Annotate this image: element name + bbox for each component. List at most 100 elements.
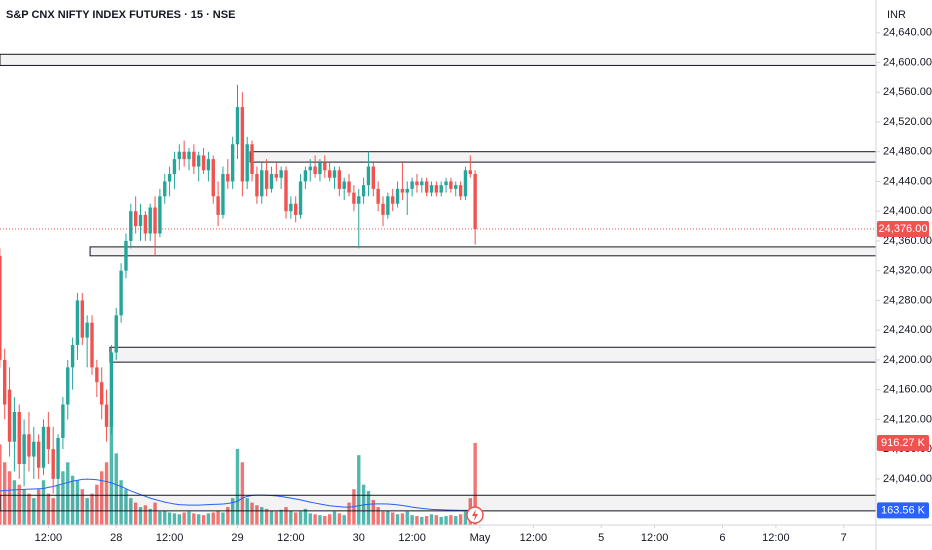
volume-bar bbox=[308, 513, 312, 525]
zone bbox=[0, 494, 876, 512]
candle-body bbox=[245, 144, 249, 182]
volume-bar bbox=[119, 480, 123, 525]
y-tick-label: 24,360.00 bbox=[883, 235, 932, 247]
candle-body bbox=[298, 181, 303, 215]
candle-body bbox=[153, 207, 157, 234]
candle-body bbox=[308, 166, 312, 171]
volume-bar bbox=[371, 499, 376, 525]
zone bbox=[109, 346, 876, 363]
volume-bar bbox=[250, 502, 254, 525]
candle-body bbox=[434, 185, 439, 193]
candle-body bbox=[32, 441, 36, 457]
candle-body bbox=[41, 426, 46, 468]
candle-body bbox=[66, 367, 70, 405]
candle-body bbox=[395, 188, 400, 204]
candle-body bbox=[36, 441, 41, 468]
candle-body bbox=[187, 151, 191, 160]
y-tick-label: 24,200.00 bbox=[883, 354, 932, 366]
candle-body bbox=[51, 449, 55, 479]
candle-body bbox=[109, 352, 114, 427]
candle-body bbox=[133, 211, 138, 227]
candle-body bbox=[376, 188, 380, 204]
volume-bar bbox=[100, 471, 104, 525]
volume-bar bbox=[289, 510, 293, 525]
volume-bar bbox=[80, 489, 85, 525]
volume-bar bbox=[337, 513, 342, 525]
volume-bar bbox=[22, 489, 26, 525]
candle-body bbox=[3, 359, 7, 405]
candle-body bbox=[444, 181, 448, 186]
volume-bar bbox=[90, 493, 94, 525]
candle-body bbox=[473, 174, 477, 230]
candle-body bbox=[221, 174, 225, 215]
candle-body bbox=[264, 170, 269, 189]
candle-body bbox=[458, 185, 463, 197]
candle-body bbox=[357, 196, 361, 204]
y-tick-label: 24,120.00 bbox=[883, 413, 932, 425]
volume-bar bbox=[36, 489, 41, 525]
volume-bar bbox=[95, 484, 99, 525]
volume-bar bbox=[434, 515, 439, 525]
candle-body bbox=[347, 181, 351, 193]
candle-body bbox=[318, 162, 322, 175]
candle-body bbox=[167, 174, 172, 182]
volume-bar bbox=[313, 514, 317, 525]
chart-title: S&P CNX NIFTY INDEX FUTURES · 15 · NSE bbox=[6, 9, 235, 21]
candle-body bbox=[366, 166, 371, 186]
candle-body bbox=[289, 203, 293, 212]
candle-body bbox=[27, 434, 31, 457]
volume-bar bbox=[32, 498, 36, 525]
last-price-label: 24,376.00 bbox=[879, 223, 928, 235]
volume-bar bbox=[410, 515, 414, 525]
volume-bar bbox=[284, 507, 288, 525]
candle-body bbox=[405, 188, 409, 193]
candle-body bbox=[415, 181, 419, 186]
x-tick-label: 29 bbox=[231, 532, 243, 544]
candle-body bbox=[7, 389, 12, 442]
last-volume-label-box bbox=[877, 434, 929, 451]
volume-bar bbox=[279, 509, 283, 525]
volume-bar bbox=[75, 480, 80, 525]
candle-body bbox=[95, 367, 99, 383]
volume-bar bbox=[381, 511, 385, 525]
volume-bar bbox=[357, 455, 361, 525]
candle-body bbox=[230, 144, 235, 182]
candle-body bbox=[12, 411, 17, 442]
last-volume-ma-label: 163.56 K bbox=[881, 504, 926, 516]
candle-body bbox=[75, 300, 80, 346]
x-tick-label: 12:00 bbox=[641, 532, 669, 544]
candle-body bbox=[255, 174, 259, 197]
volume-bar bbox=[66, 462, 70, 525]
candle-body bbox=[197, 155, 201, 167]
volume-bar bbox=[51, 498, 55, 525]
volume-bar bbox=[138, 507, 143, 525]
candle-body bbox=[463, 170, 468, 197]
volume-bar bbox=[7, 471, 12, 525]
volume-ma-line bbox=[0, 478, 476, 511]
volume-bar bbox=[303, 508, 308, 525]
candle-body bbox=[158, 196, 162, 234]
volume-bar bbox=[56, 484, 60, 525]
volume-bar bbox=[458, 514, 463, 525]
candle-body bbox=[420, 181, 424, 186]
x-tick-label: 28 bbox=[110, 532, 122, 544]
candle-body bbox=[129, 211, 133, 241]
volume-bar bbox=[449, 515, 453, 525]
y-tick-label: 24,160.00 bbox=[883, 384, 932, 396]
y-tick-label: 24,040.00 bbox=[883, 473, 932, 485]
candle-body bbox=[70, 345, 75, 368]
volume-bar bbox=[439, 516, 443, 525]
volume-bar bbox=[192, 513, 196, 525]
candle-body bbox=[454, 185, 458, 189]
candle-body bbox=[240, 107, 245, 182]
candle-body bbox=[439, 185, 443, 193]
volume-bar bbox=[274, 511, 279, 525]
volume-bar bbox=[129, 498, 133, 525]
volume-bar bbox=[347, 502, 351, 525]
candle-body bbox=[80, 300, 85, 338]
candle-body bbox=[313, 166, 317, 175]
volume-bar bbox=[235, 448, 240, 525]
y-tick-label: 24,520.00 bbox=[883, 116, 932, 128]
volume-bar bbox=[294, 512, 298, 525]
volume-bar bbox=[463, 511, 468, 525]
